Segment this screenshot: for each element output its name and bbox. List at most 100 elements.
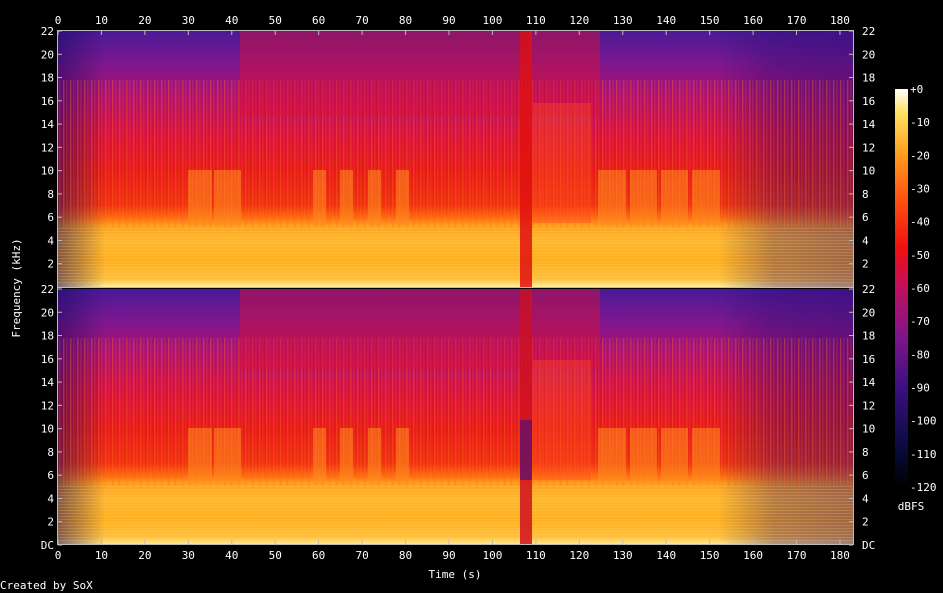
- y-tick-label: 16: [41, 353, 54, 366]
- x-tick-label-top: 110: [526, 14, 546, 27]
- x-tick-label: 110: [526, 549, 546, 562]
- y-tick-label: 10: [41, 165, 54, 178]
- x-tick-label-top: 40: [225, 14, 238, 27]
- x-tick-label: 50: [269, 549, 282, 562]
- colorbar-tick-label: -100: [910, 415, 937, 428]
- y-tick-label: 2: [47, 516, 54, 529]
- x-tick-label: 120: [569, 549, 589, 562]
- colorbar-label: dBFS: [898, 500, 925, 513]
- x-tick-label-top: 160: [743, 14, 763, 27]
- x-tick-label-top: 180: [830, 14, 850, 27]
- colorbar-tick-label: -10: [910, 116, 930, 129]
- y-tick-label: 14: [41, 376, 55, 389]
- x-tick-label-top: 60: [312, 14, 325, 27]
- y-tick-label-right: DC: [862, 539, 875, 552]
- x-tick-label-top: 90: [442, 14, 455, 27]
- y-tick-label: 12: [41, 141, 54, 154]
- y-tick-label-right: 6: [862, 469, 869, 482]
- y-tick-label-right: 8: [862, 188, 869, 201]
- y-tick-label-right: 6: [862, 211, 869, 224]
- y-tick-label: 4: [47, 492, 54, 505]
- y-tick-label: 6: [47, 469, 54, 482]
- x-tick-label-top: 170: [787, 14, 807, 27]
- y-ticks-right: 2 4 6 8 10 12 14 16 18 20 22 DC 2 4 6 8 10 12 14 16 18 20 22: [849, 25, 876, 552]
- channel-1-spectrogram: [58, 31, 853, 287]
- y-tick-label-right: 4: [862, 234, 869, 247]
- y-tick-label-right: 14: [862, 118, 876, 131]
- x-tick-label-top: 30: [182, 14, 195, 27]
- x-tick-label-top: 150: [700, 14, 720, 27]
- colorbar-tick-label: -20: [910, 149, 930, 162]
- y-tick-label: 18: [41, 72, 54, 85]
- y-tick-label: 8: [47, 446, 54, 459]
- y-tick-label: 20: [41, 48, 54, 61]
- y-tick-label: 20: [41, 306, 54, 319]
- x-tick-label: 150: [700, 549, 720, 562]
- x-tick-label-top: 80: [399, 14, 412, 27]
- x-tick-label: 80: [399, 549, 412, 562]
- y-tick-label-right: 16: [862, 95, 875, 108]
- colorbar-tick-label: -90: [910, 382, 930, 395]
- x-tick-label: 100: [482, 549, 502, 562]
- y-tick-label: 16: [41, 95, 54, 108]
- x-tick-label-top: 50: [269, 14, 282, 27]
- x-tick-label: 20: [138, 549, 151, 562]
- y-tick-label-right: 18: [862, 72, 875, 85]
- x-tick-label: 90: [442, 549, 455, 562]
- channel-2-spectrogram: [58, 289, 853, 545]
- y-tick-label-right: 16: [862, 353, 875, 366]
- y-tick-label-right: 12: [862, 141, 875, 154]
- x-tick-label: 170: [787, 549, 807, 562]
- y-tick-label: 10: [41, 423, 54, 436]
- x-tick-label: 0: [55, 549, 62, 562]
- colorbar-tick-label: -120: [910, 481, 937, 494]
- x-tick-label: 10: [95, 549, 108, 562]
- y-tick-label-right: 12: [862, 399, 875, 412]
- y-ticks-left: 2 4 6 8 10 12 14 16 18 20 22 DC 2 4 6 8 10 12 14 16 18 20 22: [41, 25, 62, 552]
- x-axis-label: Time (s): [429, 568, 482, 581]
- y-tick-label-right: 20: [862, 306, 875, 319]
- x-tick-label: 180: [830, 549, 850, 562]
- x-tick-label: 40: [225, 549, 238, 562]
- y-tick-label-right: 22: [862, 25, 875, 38]
- y-tick-label: 18: [41, 330, 54, 343]
- y-tick-label-right: 2: [862, 258, 869, 271]
- x-tick-label-top: 10: [95, 14, 108, 27]
- y-tick-label-right: 14: [862, 376, 876, 389]
- y-tick-label: 4: [47, 234, 54, 247]
- x-tick-label: 30: [182, 549, 195, 562]
- colorbar-tick-label: -30: [910, 183, 930, 196]
- colorbar-tick-label: -60: [910, 282, 930, 295]
- y-tick-label: DC: [41, 539, 54, 552]
- x-ticks-bottom: 0 10 20 30 40 50 60 70 80 90 100 110 120 130 140 150 160…: [55, 540, 850, 562]
- y-tick-label-right: 8: [862, 446, 869, 459]
- y-tick-label-right: 4: [862, 492, 869, 505]
- x-tick-label-top: 130: [613, 14, 633, 27]
- y-tick-label: 2: [47, 258, 54, 271]
- x-tick-label-top: 120: [569, 14, 589, 27]
- x-ticks-top: 0 10 20 30 40 50 60 70 80 90 100 110 120 130 140 150 160…: [55, 14, 850, 35]
- x-tick-label-top: 20: [138, 14, 151, 27]
- footer-credit: Created by SoX: [0, 579, 93, 592]
- x-tick-label: 130: [613, 549, 633, 562]
- x-tick-label-top: 100: [482, 14, 502, 27]
- x-tick-label-top: 140: [656, 14, 676, 27]
- x-tick-label: 140: [656, 549, 676, 562]
- y-tick-label-right: 18: [862, 330, 875, 343]
- y-axis-label: Frequency (kHz): [10, 238, 23, 337]
- y-tick-label: 12: [41, 399, 54, 412]
- y-tick-label: 8: [47, 188, 54, 201]
- x-tick-label-top: 0: [55, 14, 62, 27]
- y-tick-label: 22: [41, 283, 54, 296]
- y-tick-label: 14: [41, 118, 55, 131]
- colorbar-tick-label: -50: [910, 249, 930, 262]
- x-tick-label: 70: [355, 549, 368, 562]
- x-tick-label-top: 70: [355, 14, 368, 27]
- colorbar-tick-label: -80: [910, 348, 930, 361]
- y-tick-label-right: 10: [862, 423, 875, 436]
- colorbar-tick-label: -70: [910, 315, 930, 328]
- colorbar: [895, 89, 908, 487]
- x-tick-label: 60: [312, 549, 325, 562]
- colorbar-tick-label: -110: [910, 448, 937, 461]
- colorbar-tick-label: -40: [910, 216, 930, 229]
